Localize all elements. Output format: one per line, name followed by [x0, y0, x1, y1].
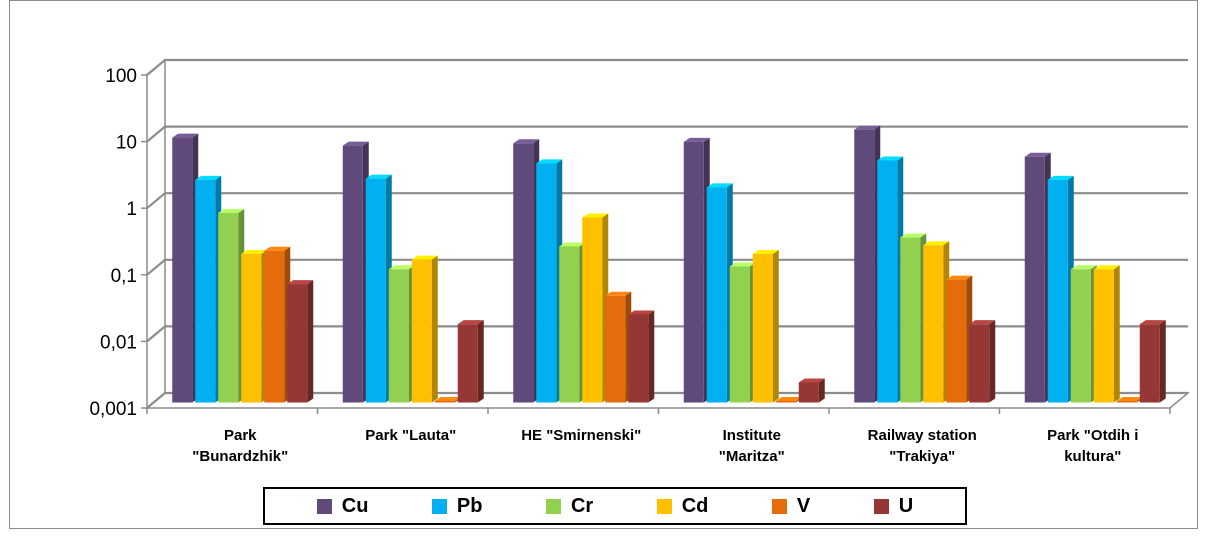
bar-pb-2: [536, 159, 563, 403]
legend-label: U: [898, 494, 914, 517]
bar-cu-1: [342, 141, 369, 403]
bar-cd-2: [582, 213, 609, 403]
legend-swatch: [771, 498, 787, 514]
gridline: [146, 58, 1188, 76]
x-category-label: Institute "Maritza": [719, 427, 785, 465]
gridline: [146, 125, 1188, 143]
y-axis-ticks: 0,001 0,01 0,1 1 10 100: [89, 66, 137, 420]
bar-cd-5: [1093, 265, 1120, 403]
y-tick-label: 0,01: [100, 332, 137, 353]
y-tick-label: 0,001: [89, 399, 137, 420]
y-tick-label: 10: [116, 133, 137, 154]
bar-cr-1: [388, 265, 415, 403]
legend-label: Cu: [341, 494, 369, 517]
legend-swatch: [656, 498, 672, 514]
bar-cu-0: [172, 133, 199, 403]
bar-pb-5: [1047, 175, 1074, 403]
bar-cu-2: [513, 139, 540, 403]
bar-pb-1: [365, 174, 392, 403]
legend-label: Cr: [570, 494, 594, 517]
bar-cr-0: [218, 209, 245, 403]
y-tick-label: 1: [126, 199, 137, 220]
legend-item-cu: Cu: [316, 494, 369, 518]
bar-cu-5: [1024, 152, 1051, 403]
bar-u-3: [798, 378, 825, 403]
legend-swatch: [431, 498, 447, 514]
legend-item-v: V: [771, 494, 811, 518]
bar-cr-2: [559, 242, 586, 403]
x-axis-categories: Park "Bunardzhik" Park "Lauta" HE "Smirnens…: [192, 427, 1138, 465]
bar-u-2: [628, 310, 655, 403]
gridlines: [141, 58, 1188, 414]
legend-item-u: U: [873, 494, 914, 518]
left-wall: [146, 58, 166, 410]
legend-swatch: [873, 498, 889, 514]
bar-pb-0: [195, 175, 222, 403]
bar-u-1: [457, 320, 484, 403]
bar-cr-4: [900, 233, 927, 403]
gridline: [146, 325, 1188, 343]
legend-swatch: [545, 498, 561, 514]
x-category-label: Park "Lauta": [365, 427, 456, 444]
bar-v-0: [264, 246, 291, 403]
x-category-label: Park "Otdih i kultura": [1047, 427, 1138, 465]
legend-label: V: [796, 494, 811, 517]
bar-cr-3: [729, 262, 756, 403]
legend-label: Cd: [681, 494, 709, 517]
bar-v-2: [605, 291, 632, 403]
legend-item-cr: Cr: [545, 494, 594, 518]
legend: Cu Pb Cr Cd V U: [263, 487, 967, 525]
bar-cd-4: [923, 241, 950, 403]
legend-item-pb: Pb: [431, 494, 483, 518]
y-tick-label: 0,1: [111, 266, 137, 287]
x-category-label: Park "Bunardzhik": [192, 427, 288, 465]
x-category-label: HE "Smirnenski": [521, 427, 641, 444]
bar-pb-4: [877, 156, 904, 403]
bars: [172, 125, 1166, 403]
gridline: [146, 391, 1188, 409]
bar-cd-1: [411, 255, 438, 403]
bar-u-4: [969, 320, 996, 403]
chart-frame: [9, 0, 1198, 529]
x-category-label: Railway station "Trakiya": [868, 427, 977, 465]
bar-u-0: [287, 280, 314, 403]
legend-label: Pb: [456, 494, 483, 517]
y-tick-label: 100: [105, 66, 137, 87]
bar-cu-3: [683, 137, 710, 403]
gridline: [146, 192, 1188, 210]
bar-cd-0: [241, 249, 268, 403]
legend-swatch: [316, 498, 332, 514]
bar-cd-3: [752, 249, 779, 403]
bar-pb-3: [706, 183, 733, 403]
bar-u-5: [1139, 320, 1166, 403]
legend-item-cd: Cd: [656, 494, 709, 518]
bar-cr-5: [1070, 265, 1097, 403]
bar-cu-4: [854, 125, 881, 403]
bar-v-4: [946, 275, 973, 403]
gridline: [146, 258, 1188, 276]
